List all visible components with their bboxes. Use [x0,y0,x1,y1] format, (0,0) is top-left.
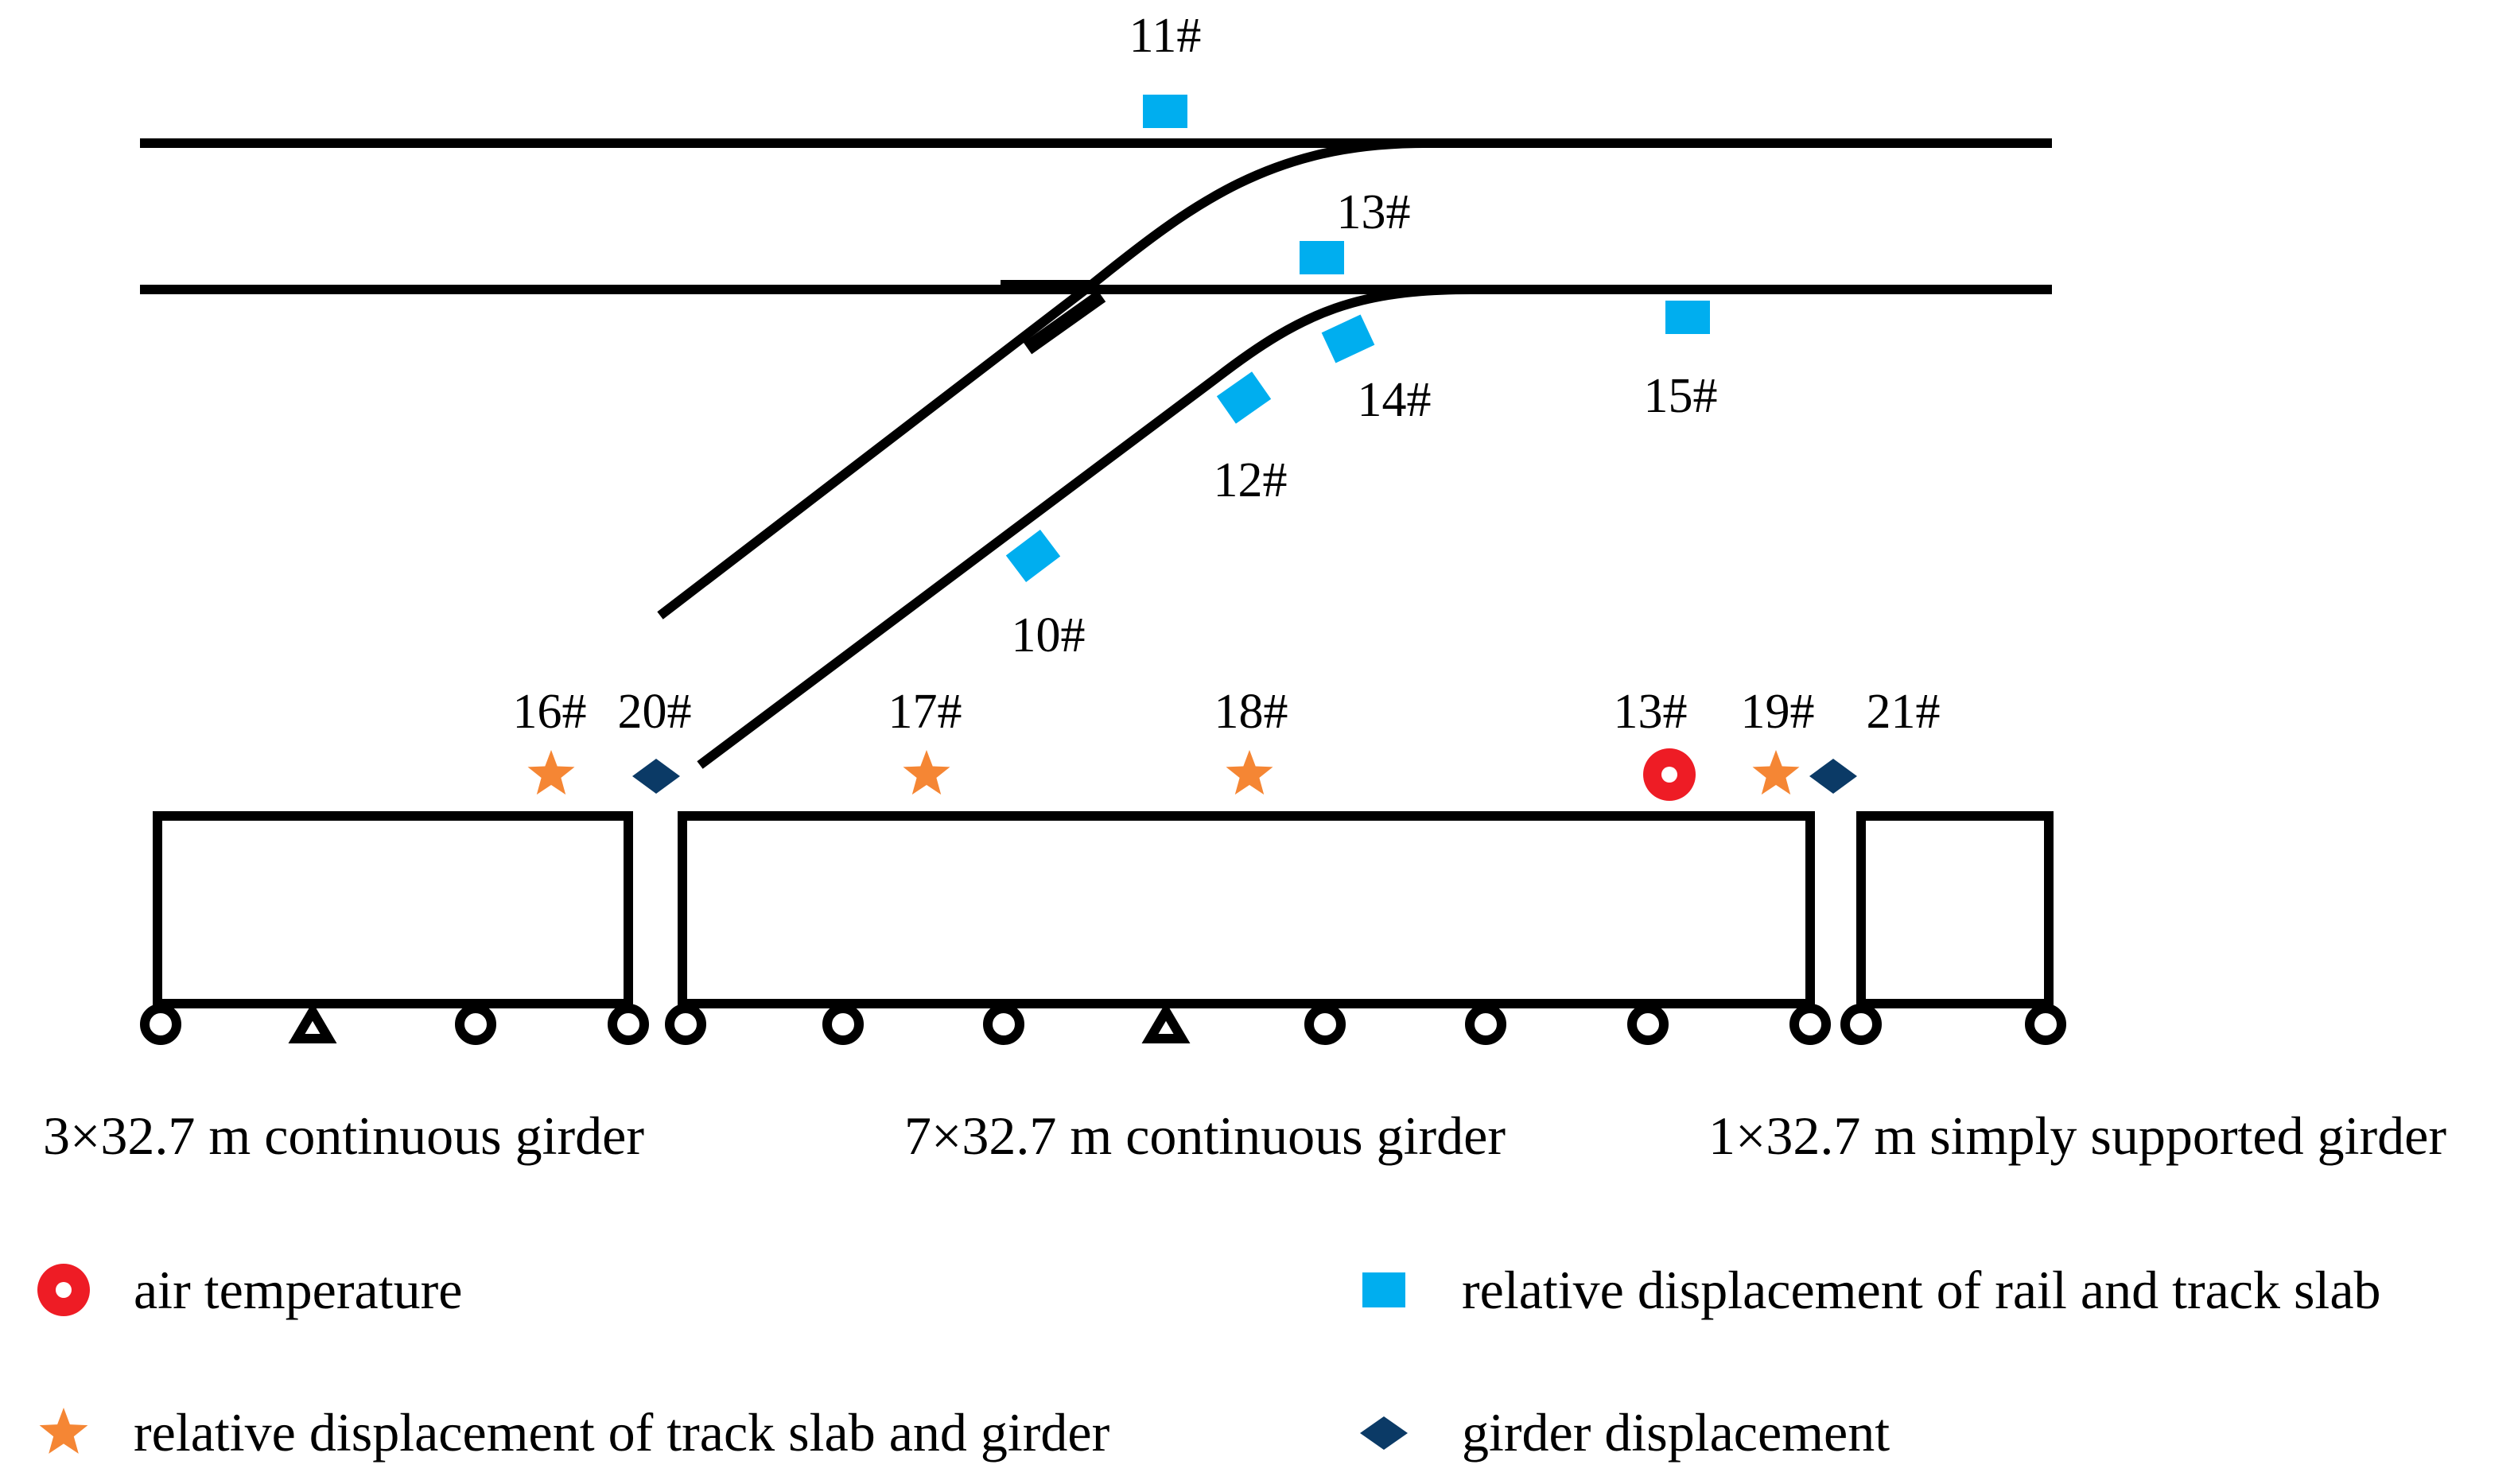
legend-girder-label: girder displacement [1462,1402,1890,1463]
rail-slab-sensor-marker [1321,314,1375,363]
sensor-label-15: 15# [1644,369,1718,423]
rail-slab-sensor-marker [1216,371,1272,424]
sensor-label-16: 16# [513,685,587,739]
sensor-label-12: 12# [1214,453,1288,507]
legend-air-temperature-symbol-center [56,1282,72,1298]
girder-1-span [1856,811,2054,1008]
roller-bearing [983,1004,1024,1045]
air-temperature-sensor-center [1661,767,1677,783]
rail-slab-sensor-marker [1005,529,1061,583]
girder-3-span [153,811,633,1008]
roller-bearing [1789,1004,1831,1045]
roller-bearing [1627,1004,1669,1045]
roller-bearing [455,1004,496,1045]
turnout-switch-bar-diagonal [1023,289,1106,355]
legend-slab-girder-label: relative displacement of track slab and … [134,1402,1110,1463]
sensor-label-13-rail: 13# [1337,185,1411,239]
slab-girder-sensor-marker [903,750,950,795]
roller-bearing [608,1004,649,1045]
rail-slab-sensor-marker [1665,301,1710,334]
turnout-branch-lower [697,285,1472,769]
sensor-label-10: 10# [1012,608,1086,662]
roller-bearing [822,1004,864,1045]
girder-caption-3-span: 3×32.7 m continuous girder [43,1105,644,1166]
slab-girder-sensor-marker [1226,750,1273,795]
roller-bearing [140,1004,181,1045]
sensor-label-19: 19# [1741,685,1815,739]
sensor-label-11: 11# [1129,9,1202,63]
fixed-bearing [1141,1002,1191,1043]
legend-rail-slab-symbol [1362,1272,1405,1307]
girder-sensor-marker [1809,759,1857,794]
girder-caption-1-span: 1×32.7 m simply supported girder [1708,1105,2446,1166]
legend-air-temperature-label: air temperature [134,1260,462,1320]
sensor-label-14: 14# [1358,373,1432,427]
roller-bearing [1304,1004,1346,1045]
roller-bearing [665,1004,706,1045]
legend-girder-symbol [1360,1416,1408,1450]
sensor-label-20: 20# [618,685,692,739]
girder-sensor-marker [632,759,680,794]
rail-slab-sensor-marker [1300,241,1344,274]
slab-girder-sensor-marker [527,750,575,795]
legend-slab-girder-symbol [39,1408,88,1454]
turnout-branch-upper [657,138,1424,620]
girder-7-span [678,811,1815,1008]
roller-bearing [2025,1004,2066,1045]
roller-bearing [1465,1004,1506,1045]
girder-caption-7-span: 7×32.7 m continuous girder [904,1105,1506,1166]
sensor-label-21: 21# [1867,685,1941,739]
legend-rail-slab-label: relative displacement of rail and track … [1462,1260,2381,1320]
slab-girder-sensor-marker [1752,750,1800,795]
sensor-label-13-air: 13# [1614,685,1688,739]
roller-bearing [1840,1004,1882,1045]
rail-slab-sensor-marker [1143,95,1187,128]
sensor-label-17: 17# [888,685,962,739]
sensor-label-18: 18# [1214,685,1288,739]
legend: air temperature relative displacement of… [37,1260,2381,1463]
fixed-bearing [288,1002,337,1043]
